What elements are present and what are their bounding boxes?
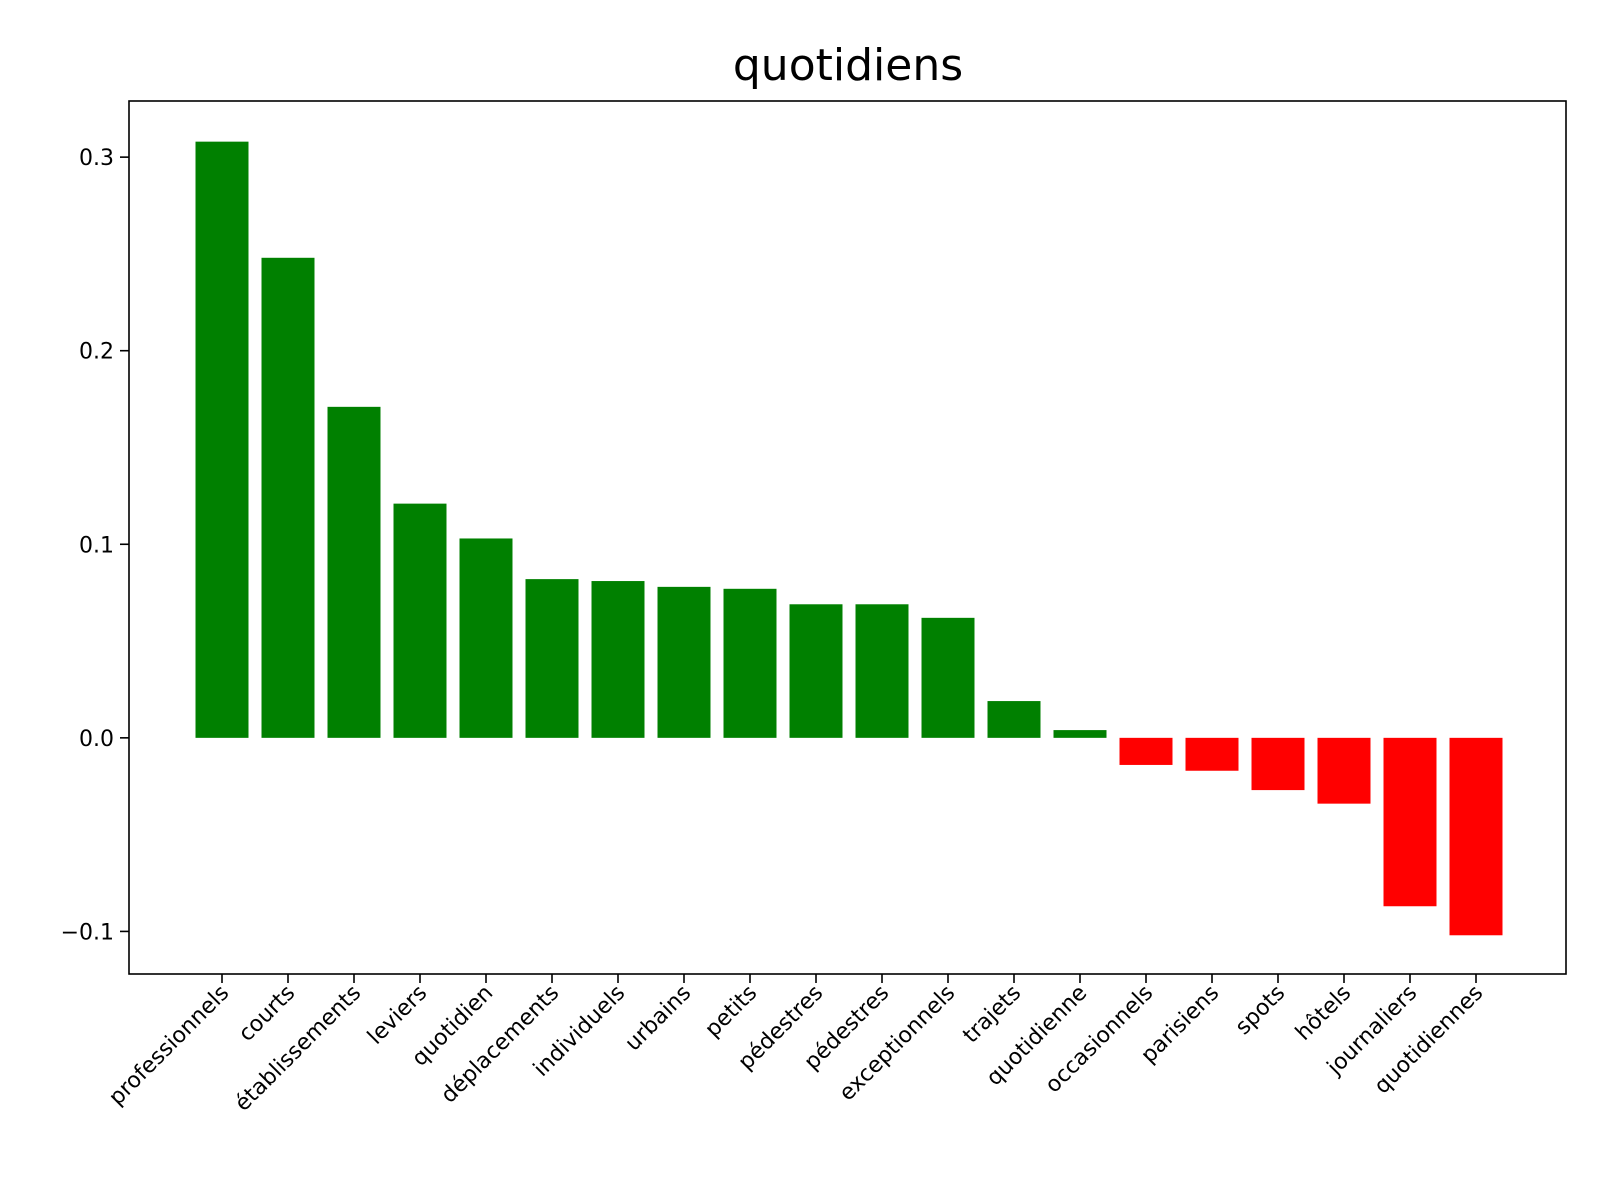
plot-frame <box>128 100 1567 975</box>
bar-16 <box>1251 737 1305 791</box>
bar-11 <box>921 617 975 738</box>
bar-3 <box>393 503 447 738</box>
bar-13 <box>1053 730 1107 738</box>
bar-10 <box>855 604 909 738</box>
y-tick-label-4: 0.3 <box>79 146 114 171</box>
bars-group <box>195 141 1503 936</box>
bar-4 <box>459 538 513 738</box>
bar-1 <box>261 257 315 738</box>
y-tick-label-0: −0.1 <box>61 920 114 945</box>
bar-12 <box>987 701 1041 738</box>
bar-14 <box>1119 737 1173 765</box>
bar-18 <box>1383 737 1437 907</box>
y-tick-label-1: 0.0 <box>79 727 114 752</box>
bar-17 <box>1317 737 1371 804</box>
chart-title: quotidiens <box>733 40 963 91</box>
y-tick-label-3: 0.2 <box>79 340 114 365</box>
bar-15 <box>1185 737 1239 771</box>
bar-9 <box>789 604 843 738</box>
bar-19 <box>1449 737 1503 936</box>
bar-0 <box>195 141 249 738</box>
bar-2 <box>327 406 381 738</box>
bar-8 <box>723 588 777 738</box>
y-tick-label-2: 0.1 <box>79 533 114 558</box>
bar-5 <box>525 579 579 738</box>
bar-7 <box>657 586 711 738</box>
bar-6 <box>591 581 645 738</box>
y-axis: −0.1 0.0 0.1 0.2 0.3 <box>61 146 129 945</box>
